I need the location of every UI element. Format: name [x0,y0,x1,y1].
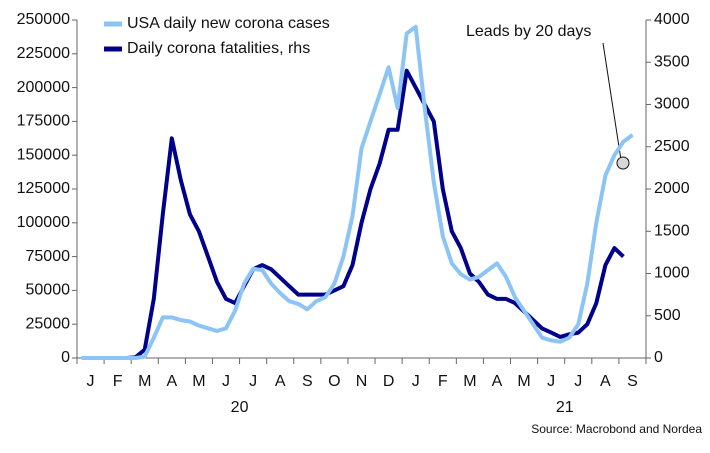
y-tick-label: 50000 [26,282,71,299]
y2-tick-label: 3500 [654,53,690,70]
y-tick-label: 100000 [17,214,70,231]
y2-tick-label: 4000 [654,11,690,28]
x-tick-label: N [356,373,368,390]
y2-tick-label: 1000 [654,265,690,282]
legend-label: USA daily new corona cases [127,15,330,32]
legend-label: Daily corona fatalities, rhs [127,40,310,57]
source: Source: Macrobond and Nordea [531,422,702,436]
year-label: 21 [556,399,574,416]
y2-tick-label: 3000 [654,96,690,113]
x-tick-label: S [302,373,313,390]
y-tick-label: 225000 [17,45,70,62]
x-tick-label: A [600,373,611,390]
x-tick-label: A [492,373,503,390]
x-tick-label: F [113,373,123,390]
series-line [81,68,625,360]
series-line [81,24,634,360]
x-tick-label: M [517,373,530,390]
x-tick-label: J [547,373,555,390]
y2-tick-label: 2500 [654,138,690,155]
y-tick-label: 175000 [17,113,70,130]
x-tick-label: A [275,373,286,390]
annotation-marker [616,156,630,170]
annotation-arrow [602,42,622,161]
y-tick-label: 75000 [26,248,71,265]
y-tick-label: 200000 [17,79,70,96]
x-tick-label: J [574,373,582,390]
y2-tick-label: 0 [654,349,663,366]
x-tick-label: J [222,373,230,390]
y-tick-label: 125000 [17,180,70,197]
y-tick-label: 25000 [26,315,71,332]
y2-tick-label: 2000 [654,180,690,197]
y2-tick-label: 1500 [654,222,690,239]
x-tick-label: A [166,373,177,390]
x-tick-label: J [87,373,95,390]
x-tick-label: J [412,373,420,390]
y2-tick-label: 500 [654,307,681,324]
x-tick-label: F [438,373,448,390]
y-tick-label: 0 [61,349,70,366]
x-tick-label: J [249,373,257,390]
x-tick-label: O [328,373,340,390]
x-tick-label: D [383,373,395,390]
y-tick-label: 150000 [17,146,70,163]
x-tick-label: S [627,373,638,390]
year-label: 20 [231,399,249,416]
x-tick-label: M [192,373,205,390]
x-tick-label: M [463,373,476,390]
x-tick-label: M [138,373,151,390]
y-tick-label: 250000 [17,11,70,28]
annotation: Leads by 20 days [466,23,591,40]
